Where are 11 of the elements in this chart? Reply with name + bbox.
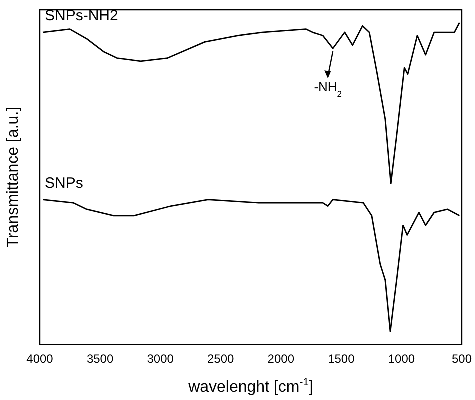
x-tick-label: 3500 xyxy=(86,352,114,366)
series-label: SNPs-NH2 xyxy=(45,8,118,25)
x-tick-label: 1000 xyxy=(388,352,416,366)
x-tick-label: 1500 xyxy=(328,352,356,366)
series-label: SNPs xyxy=(45,174,84,192)
x-tick-label: 3000 xyxy=(147,352,174,366)
x-tick-label: 500 xyxy=(452,352,472,366)
x-tick-label: 2000 xyxy=(268,352,295,366)
x-tick-label: 4000 xyxy=(26,352,54,366)
y-axis-title: Transmittance [a.u.] xyxy=(5,106,22,248)
x-tick-label: 2500 xyxy=(208,352,235,366)
